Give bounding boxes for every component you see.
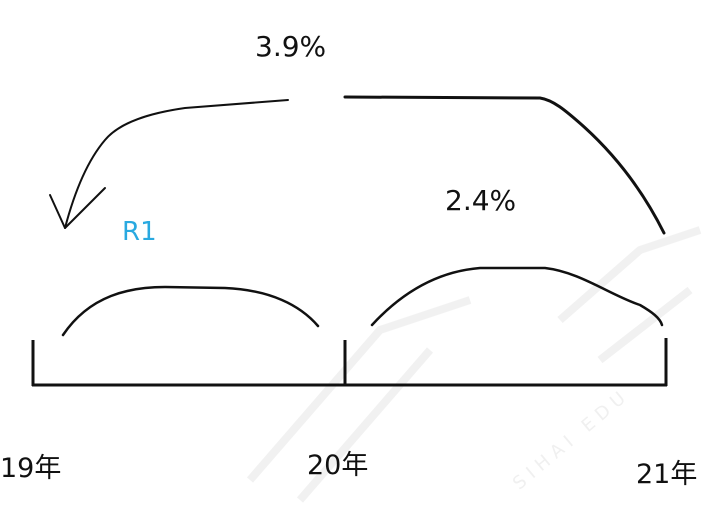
label-year-20: 20年 bbox=[307, 450, 369, 481]
arc-21-to-19-right bbox=[343, 95, 666, 235]
watermark-text: SIHAI EDU bbox=[509, 384, 634, 494]
label-rate-second: 2.4% bbox=[445, 184, 517, 217]
arc-21-to-19-left bbox=[64, 99, 289, 229]
arrowhead-icon bbox=[49, 187, 106, 229]
arc-19-20 bbox=[61, 285, 320, 337]
watermark-logo bbox=[246, 226, 702, 503]
label-annotation: R1 bbox=[122, 217, 157, 247]
label-year-19: 19年 bbox=[0, 453, 62, 484]
label-year-21: 21年 bbox=[636, 459, 698, 490]
arc-20-21 bbox=[370, 266, 664, 327]
label-rate-overall: 3.9% bbox=[255, 30, 327, 63]
